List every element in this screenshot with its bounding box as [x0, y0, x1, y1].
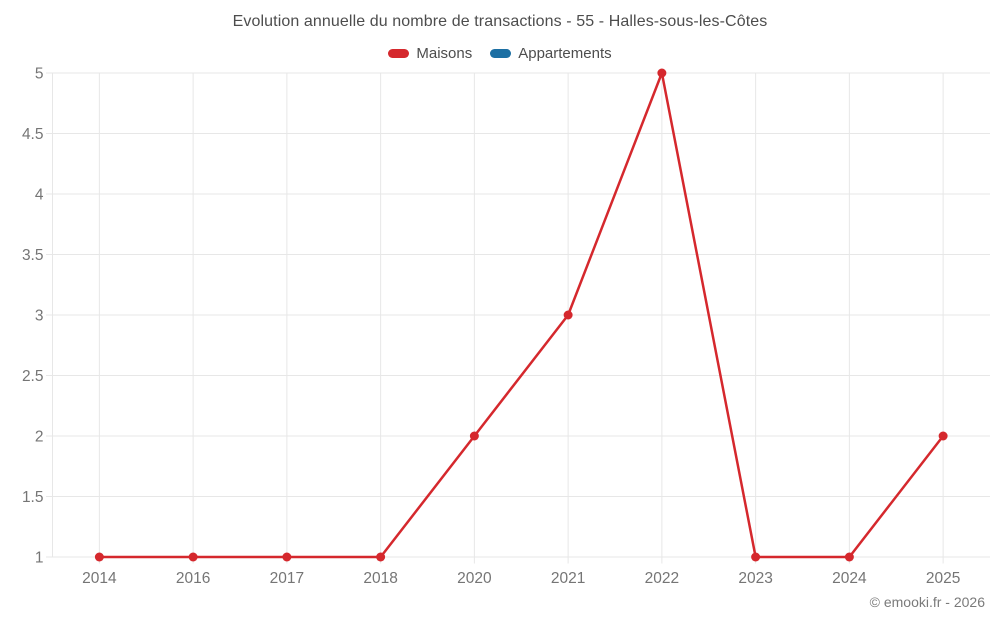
y-tick-label: 4.5	[22, 126, 44, 143]
legend-item-maisons[interactable]: Maisons	[388, 45, 472, 62]
maisons-line	[98, 71, 945, 559]
x-tick-label: 2024	[832, 570, 867, 587]
y-tick-label: 1.5	[22, 489, 44, 506]
chart-title: Evolution annuelle du nombre de transact…	[232, 13, 768, 30]
legend: Maisons Appartements	[0, 45, 1000, 62]
x-tick-label: 2017	[270, 570, 304, 587]
appartements-swatch-icon	[490, 49, 512, 58]
maisons-point	[563, 310, 573, 320]
maisons-point	[657, 68, 667, 78]
y-tick-label: 2	[35, 429, 44, 446]
x-tick-label: 2014	[82, 570, 117, 587]
maisons-point	[469, 431, 479, 441]
maisons-point	[751, 552, 761, 562]
maisons-point	[844, 552, 854, 562]
y-tick-label: 3.5	[22, 247, 44, 264]
legend-label-appartements: Appartements	[518, 45, 612, 62]
legend-label-maisons: Maisons	[416, 45, 473, 62]
x-tick-label: 2022	[645, 570, 679, 587]
maisons-point	[282, 552, 292, 562]
y-tick-label: 5	[35, 66, 44, 83]
x-tick-label: 2020	[457, 570, 492, 587]
legend-item-appartements[interactable]: Appartements	[490, 45, 612, 62]
x-tick-label: 2021	[551, 570, 585, 587]
maisons-point	[938, 431, 948, 441]
y-tick-label: 2.5	[22, 368, 44, 385]
x-tick-label: 2018	[363, 570, 397, 587]
x-tick-label: 2023	[738, 570, 772, 587]
y-tick-label: 4	[35, 187, 44, 204]
y-tick-label: 3	[35, 308, 44, 325]
maisons-point	[188, 552, 198, 562]
x-tick-label: 2016	[176, 570, 210, 587]
maisons-point	[94, 552, 104, 562]
maisons-swatch-icon	[388, 49, 410, 58]
maisons-point	[376, 552, 386, 562]
x-tick-label: 2025	[926, 570, 960, 587]
y-tick-label: 1	[35, 550, 44, 567]
copyright-credit: © emooki.fr - 2026	[869, 594, 985, 610]
